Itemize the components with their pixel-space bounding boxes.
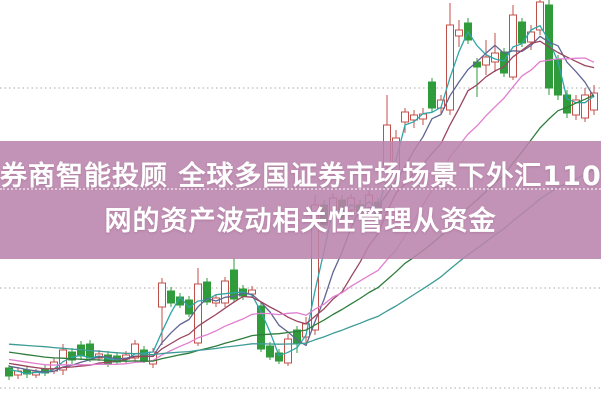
- gridline-over-banner: [0, 188, 601, 190]
- candle-up: [158, 278, 166, 345]
- candle-up: [536, 0, 544, 35]
- candle-up: [581, 88, 589, 122]
- candle-up: [572, 95, 580, 120]
- ma-maroon: [8, 40, 595, 370]
- candle-down: [68, 348, 76, 364]
- candle-up: [131, 340, 139, 362]
- headline-line-2: 网的资产波动相关性管理从资金: [104, 206, 497, 237]
- candle-down: [230, 258, 238, 302]
- ma-fast-teal: [8, 25, 595, 375]
- candle-up: [284, 334, 292, 366]
- candle-up: [410, 110, 418, 128]
- candle-down: [275, 349, 283, 364]
- candle-up: [509, 5, 517, 80]
- candle-up: [401, 108, 409, 133]
- headline-line-1: 券商智能投顾 全球多国证券市场场景下外汇110: [0, 161, 601, 192]
- candle-down: [563, 90, 571, 118]
- candle-down: [266, 342, 274, 360]
- candle-up: [491, 33, 499, 72]
- headline-banner: 券商智能投顾 全球多国证券市场场景下外汇110 网的资产波动相关性管理从资金: [0, 141, 601, 259]
- ma-slate-blue: [8, 35, 595, 373]
- candle-up: [221, 277, 229, 307]
- candle-up: [446, 3, 454, 115]
- candle-down: [41, 365, 49, 376]
- candle-up: [455, 20, 463, 47]
- candle-down: [23, 366, 31, 378]
- candle-down: [428, 78, 436, 112]
- candle-up: [590, 85, 598, 115]
- ma-pink: [8, 57, 595, 366]
- candle-down: [167, 287, 175, 307]
- candle-down: [464, 18, 472, 44]
- candle-down: [5, 365, 13, 380]
- candle-up: [482, 40, 490, 75]
